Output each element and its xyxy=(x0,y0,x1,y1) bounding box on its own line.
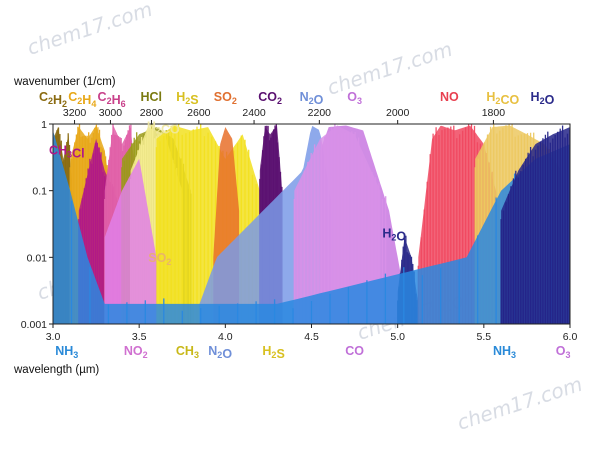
ticks-layer: 3.0 3.5 4.0 4.5 5.0 5.5 6.0 1 0.1 0.01 0.001 3200 30… xyxy=(21,107,578,343)
top-tick-label: 3200 xyxy=(63,107,87,119)
molecule-label-c2h4: C2H4 xyxy=(68,90,96,109)
y-tick-label: 0.001 xyxy=(21,319,47,331)
top-tick-label: 2200 xyxy=(308,107,332,119)
molecule-labels: C2H2 C2H4 C2H6 HCl H2S SO2 CO2 N2O O3 NO H2CO H2O NH… xyxy=(39,90,571,361)
molecule-label-n2o-b: N2O xyxy=(208,344,232,361)
inner-label-so2-in: SO2 xyxy=(148,251,171,267)
molecule-label-h2s-b: H2S xyxy=(262,344,284,361)
x-axis-title: wavelength (µm) xyxy=(13,364,99,376)
series-h2o-b xyxy=(500,125,570,324)
top-tick-label: 2800 xyxy=(140,107,164,119)
y-tick-label: 0.01 xyxy=(27,252,48,264)
molecule-label-co2: CO2 xyxy=(258,90,282,106)
inner-label-h2co-in: H2CO xyxy=(147,119,180,136)
watermark-text: chem17.com xyxy=(324,37,455,100)
x-tick-label: 5.0 xyxy=(390,331,405,343)
molecule-label-o3-b: O3 xyxy=(556,344,571,360)
x-tick-label: 6.0 xyxy=(563,331,578,343)
series-co xyxy=(293,124,387,324)
molecule-label-ch3: CH3 xyxy=(176,344,199,360)
series-area-no2 xyxy=(104,158,157,324)
inner-label-ch3cl: CH3Cl xyxy=(49,143,85,160)
y-tick-label: 0.1 xyxy=(32,186,47,198)
molecule-label-o3: O3 xyxy=(347,90,362,106)
molecule-label-h2o: H2O xyxy=(531,90,555,107)
top-tick-label: 2000 xyxy=(386,107,410,119)
top-tick-label: 2600 xyxy=(187,107,211,119)
x-tick-label: 4.0 xyxy=(218,331,233,343)
series-layer xyxy=(53,124,570,324)
top-axis-title: wavenumber (1/cm) xyxy=(13,76,116,88)
molecule-label-c2h2: C2H2 xyxy=(39,90,67,109)
top-tick-label: 1800 xyxy=(482,107,506,119)
y-tick-label: 1 xyxy=(41,119,47,131)
x-tick-label: 5.5 xyxy=(477,331,492,343)
molecule-label-hcl: HCl xyxy=(140,90,162,104)
molecule-label-no: NO xyxy=(440,90,459,104)
inner-label-h2o-in: H2O xyxy=(382,226,406,243)
molecule-label-co: CO xyxy=(345,344,364,358)
molecule-label-h2s: H2S xyxy=(176,90,198,107)
molecule-label-nh3: NH3 xyxy=(55,344,78,360)
molecule-label-nh3-b: NH3 xyxy=(493,344,516,360)
molecule-label-h2co: H2CO xyxy=(486,90,519,107)
top-tick-label: 2400 xyxy=(242,107,266,119)
x-tick-label: 3.5 xyxy=(132,331,147,343)
top-tick-label: 3000 xyxy=(99,107,123,119)
x-tick-label: 4.5 xyxy=(304,331,319,343)
watermark-text: chem17.com xyxy=(24,0,155,60)
molecule-label-no2: NO2 xyxy=(124,344,148,360)
molecule-label-so2: SO2 xyxy=(214,90,237,106)
watermark-text: chem17.com xyxy=(454,372,585,435)
molecule-label-c2h6: C2H6 xyxy=(98,90,126,109)
series-no2 xyxy=(104,158,157,324)
x-tick-label: 3.0 xyxy=(46,331,61,343)
molecule-label-n2o: N2O xyxy=(300,90,324,107)
